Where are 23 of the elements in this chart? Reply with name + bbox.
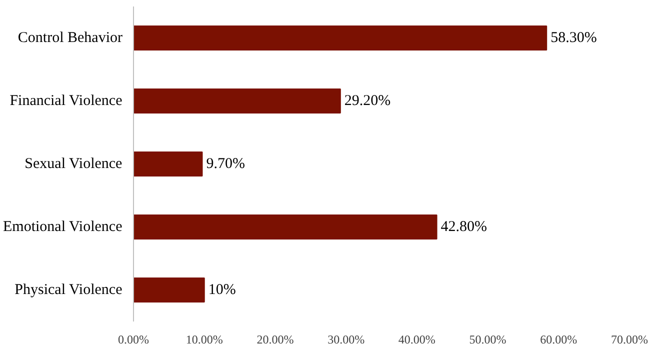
bar xyxy=(134,214,438,240)
data-label: 10% xyxy=(208,282,236,298)
x-tick-label: 30.00% xyxy=(328,332,365,346)
bar xyxy=(134,152,203,176)
x-tick-label: 70.00% xyxy=(611,332,648,346)
bar xyxy=(134,278,205,302)
y-tick-label: Sexual Violence xyxy=(24,156,123,172)
data-label: 42.80% xyxy=(440,219,488,235)
y-tick-label: Physical Violence xyxy=(14,282,123,298)
bar xyxy=(134,88,341,114)
x-tick-label: 0.00% xyxy=(118,332,149,346)
y-tick-label: Control Behavior xyxy=(18,30,123,46)
x-tick-label: 40.00% xyxy=(398,332,436,346)
x-tick-label: 50.00% xyxy=(469,332,506,346)
x-tick-label: 20.00% xyxy=(256,332,294,346)
x-tick-label: 10.00% xyxy=(186,332,223,346)
y-tick-label: Financial Violence xyxy=(10,93,123,109)
bar xyxy=(134,26,548,50)
data-label: 9.70% xyxy=(206,156,245,172)
data-label: 29.20% xyxy=(344,93,391,109)
y-tick-label: Emotional Violence xyxy=(3,219,123,235)
data-label: 58.30% xyxy=(550,30,597,46)
x-tick-label: 60.00% xyxy=(540,332,578,346)
